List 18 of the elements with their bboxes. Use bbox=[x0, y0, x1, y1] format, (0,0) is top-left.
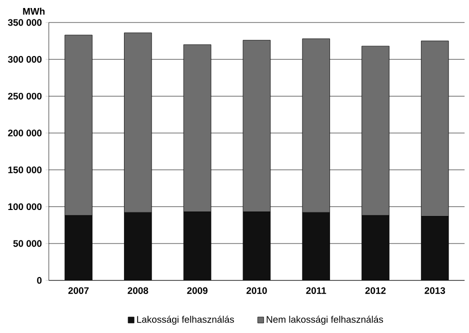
y-tick-label: 250 000 bbox=[8, 92, 42, 100]
y-tick-label: 350 000 bbox=[8, 19, 42, 26]
x-tick-label: 2009 bbox=[187, 287, 208, 294]
x-tick-label: 2013 bbox=[424, 287, 446, 294]
y-tick-label: 0 bbox=[37, 277, 42, 284]
x-tick-label: 2011 bbox=[306, 287, 326, 294]
y-tick-label: 50 000 bbox=[13, 240, 42, 248]
y-tick-label: 300 000 bbox=[8, 56, 42, 63]
x-tick-label: 2010 bbox=[246, 287, 267, 294]
legend-label: Nem lakossági felhasználás bbox=[266, 316, 384, 325]
x-tick-label: 2007 bbox=[68, 287, 89, 294]
y-tick-label: 150 000 bbox=[8, 166, 42, 174]
y-axis-title: MWh bbox=[23, 8, 45, 15]
y-tick-label: 200 000 bbox=[8, 130, 42, 137]
legend-label: Lakossági felhasználás bbox=[137, 316, 234, 325]
x-tick-label: 2008 bbox=[128, 287, 148, 294]
y-tick-label: 100 000 bbox=[8, 203, 42, 210]
x-tick-label: 2012 bbox=[365, 287, 386, 294]
